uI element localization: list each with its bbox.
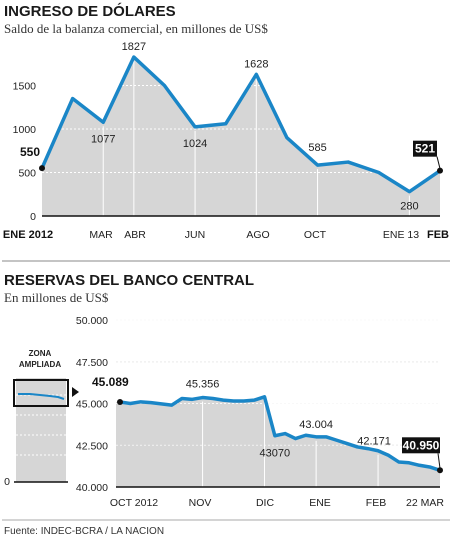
- chart1-data-label: 1077: [91, 133, 115, 145]
- chart1-series-line: [40, 55, 441, 194]
- chart2-point-start: [117, 399, 123, 406]
- chart2-subtitle: En millones de US$: [4, 290, 109, 305]
- chart1-x-tick: ABR: [124, 229, 146, 241]
- inset-arrow-icon: [72, 387, 79, 397]
- chart1-x-tick: AGO: [246, 229, 269, 241]
- chart1-title: INGRESO DE DÓLARES: [4, 2, 176, 20]
- chart1-data-label: 550: [20, 145, 40, 159]
- chart2-y-tick: 50.000: [76, 315, 108, 327]
- chart1-area: [42, 57, 440, 217]
- chart2-data-label: 45.089: [92, 375, 129, 389]
- chart1-x-tick: MAR: [89, 229, 113, 241]
- chart1-data-label: 1827: [122, 41, 146, 53]
- inset-label-line2: AMPLIADA: [19, 360, 61, 369]
- chart2-plot: 40.000 42.500 45.000 47.500 50.000 OCT 2012 NO…: [76, 315, 445, 509]
- chart2-label-leader: [437, 453, 441, 469]
- chart1-y-tick: 0: [30, 211, 36, 223]
- inset-label-line1: ZONA: [29, 349, 52, 358]
- chart2-data-label: 40.950: [403, 438, 440, 452]
- chart2-series-line: [119, 395, 441, 472]
- chart2-y-tick: 45.000: [76, 399, 108, 411]
- chart1-data-label: 521: [415, 142, 435, 156]
- chart2-data-label: 43070: [260, 448, 291, 460]
- chart1-plot: 0 500 1000 1500 ENE 2012 MAR ABR JUN AGO OCT ENE 1…: [3, 41, 449, 241]
- chart1-x-tick: ENE 2012: [3, 229, 53, 241]
- chart2-data-label: 42.171: [357, 436, 391, 448]
- chart2-y-tick: 42.500: [76, 440, 108, 452]
- chart1-x-tick: OCT: [304, 229, 327, 241]
- chart1-y-tick: 1500: [13, 81, 37, 93]
- chart2-area-edge: [116, 402, 120, 487]
- chart1-data-label: 1628: [244, 58, 268, 70]
- chart2-area: [116, 396, 440, 487]
- chart2-data-label: 45.356: [186, 379, 220, 391]
- inset-zoom-box: [13, 379, 69, 407]
- chart1-subtitle: Saldo de la balanza comercial, en millon…: [4, 21, 268, 36]
- chart1-point-start: [39, 165, 45, 172]
- chart2-x-tick: OCT 2012: [110, 497, 158, 509]
- chart2-x-tick: NOV: [189, 497, 212, 509]
- chart1-label-box: [413, 140, 437, 157]
- chart1-point-end: [437, 167, 443, 174]
- chart2-point-end: [437, 467, 443, 474]
- source-note: Fuente: INDEC-BCRA / LA NACION: [4, 526, 164, 537]
- chart2-x-tick: 22 MAR: [406, 497, 444, 509]
- chart1-x-tick: JUN: [185, 229, 205, 241]
- chart2-x-tick: FEB: [366, 497, 386, 509]
- chart1-data-label: 280: [400, 201, 418, 213]
- chart1-y-tick: 1000: [13, 124, 37, 136]
- inset-line: [18, 393, 65, 400]
- chart2-x-tick: ENE: [309, 497, 331, 509]
- chart1-data-label: 585: [308, 142, 326, 154]
- chart2-x-tick: DIC: [256, 497, 275, 509]
- zoom-inset: ZONA AMPLIADA 0: [4, 349, 79, 488]
- chart1-label-leader: [436, 156, 441, 169]
- chart1-y-tick: 500: [18, 168, 36, 180]
- chart1-data-label: 1024: [183, 138, 207, 150]
- chart2-y-tick: 47.500: [76, 357, 108, 369]
- chart2-y-tick: 40.000: [76, 482, 108, 494]
- inset-zero-label: 0: [4, 476, 10, 488]
- chart2-data-label: 43.004: [299, 419, 333, 431]
- chart1-x-tick: ENE 13: [383, 229, 419, 241]
- chart1-x-tick: FEB: [427, 229, 449, 241]
- chart2-label-box: [402, 437, 440, 454]
- chart2-title: RESERVAS DEL BANCO CENTRAL: [4, 272, 254, 289]
